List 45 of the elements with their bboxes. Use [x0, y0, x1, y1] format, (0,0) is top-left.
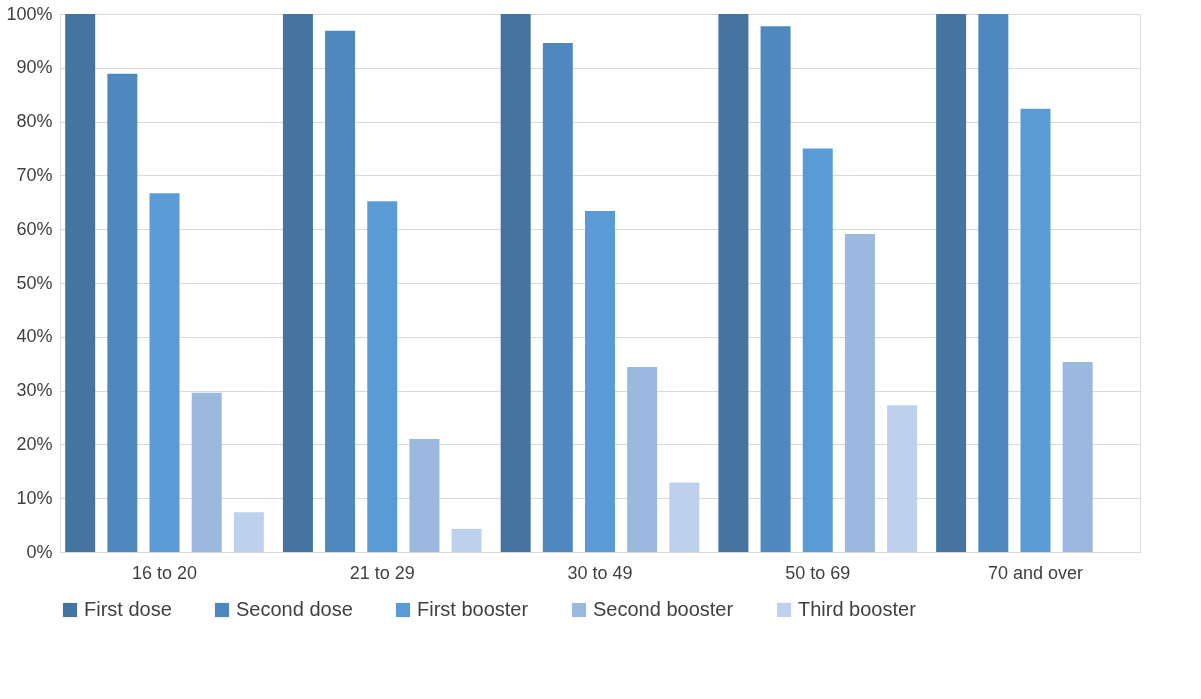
- y-tick-label: 70%: [16, 164, 53, 185]
- bar: [451, 528, 482, 552]
- x-tick-label: 70 and over: [987, 562, 1084, 583]
- legend-label: First dose: [84, 598, 172, 620]
- bar: [802, 148, 833, 552]
- bar: [1062, 362, 1093, 552]
- bar: [409, 439, 440, 552]
- legend-label: Second booster: [593, 598, 734, 620]
- bar: [191, 392, 222, 552]
- y-tick-label: 50%: [16, 272, 53, 293]
- x-tick-label: 50 to 69: [785, 562, 851, 583]
- bar: [233, 512, 264, 552]
- bar: [367, 201, 398, 552]
- bar: [887, 405, 918, 552]
- bar: [542, 43, 573, 552]
- bar: [1020, 108, 1051, 552]
- bar: [978, 14, 1009, 552]
- bar: [585, 210, 615, 552]
- y-tick-label: 40%: [16, 326, 53, 347]
- x-tick-label: 30 to 49: [567, 562, 633, 583]
- legend-label: First booster: [417, 598, 529, 620]
- y-tick-label: 10%: [16, 487, 53, 508]
- legend-label: Second dose: [236, 598, 353, 620]
- bar: [325, 30, 356, 552]
- bar: [669, 482, 700, 552]
- bar: [844, 234, 875, 552]
- x-tick-label: 16 to 20: [131, 562, 198, 583]
- bar: [500, 14, 531, 552]
- bar: [718, 14, 749, 552]
- bar: [760, 26, 791, 552]
- y-tick-label: 60%: [16, 218, 53, 239]
- bar: [149, 193, 180, 552]
- bar: [65, 14, 96, 552]
- y-tick-label: 90%: [16, 57, 53, 78]
- bar: [107, 73, 138, 552]
- bar: [627, 366, 658, 552]
- legend-label: Third booster: [798, 598, 917, 620]
- bar: [282, 14, 313, 552]
- bar: [936, 14, 967, 552]
- y-tick-label: 20%: [16, 433, 53, 454]
- x-tick-label: 21 to 29: [349, 562, 415, 583]
- y-tick-label: 80%: [16, 111, 53, 132]
- y-tick-label: 100%: [6, 3, 53, 24]
- y-tick-label: 30%: [16, 380, 53, 401]
- y-tick-label: 0%: [26, 541, 53, 562]
